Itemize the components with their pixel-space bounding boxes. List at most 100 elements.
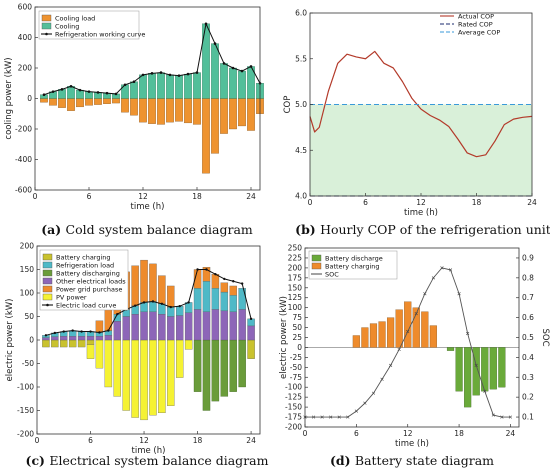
bar-battery-discharge bbox=[489, 347, 497, 390]
y-tick-label: 0 bbox=[29, 336, 34, 345]
point-soc bbox=[371, 391, 376, 395]
point-electric-load-curve bbox=[107, 329, 110, 332]
bar-cooling-load bbox=[49, 98, 57, 106]
bar-other-electrical-loads bbox=[60, 336, 68, 341]
x-tick-label: 6 bbox=[88, 436, 93, 445]
y-tick-label: 4.0 bbox=[295, 192, 307, 201]
bar-cooling bbox=[238, 70, 246, 99]
legend-swatch bbox=[42, 269, 53, 277]
caption-letter: (c) bbox=[26, 453, 50, 468]
y-tick-label: -150 bbox=[285, 403, 302, 412]
y-tick-label: 225 bbox=[288, 253, 303, 262]
bar-cooling-load bbox=[40, 98, 48, 103]
point-refrigeration-curve bbox=[177, 74, 181, 77]
bar-cooling-load bbox=[193, 98, 201, 125]
y-tick-label: -400 bbox=[15, 155, 32, 164]
y-tick-label: 0 bbox=[297, 343, 302, 352]
x-tick-label: 6 bbox=[87, 192, 92, 201]
bar-cooling-load bbox=[166, 98, 174, 123]
legend-label: Cooling load bbox=[55, 15, 95, 23]
bar-cooling bbox=[139, 74, 147, 99]
x-tick-label: 12 bbox=[139, 436, 149, 445]
y-tick-label: 250 bbox=[288, 244, 303, 253]
bar-pv-power bbox=[140, 339, 148, 421]
x-tick-label: 24 bbox=[246, 436, 256, 445]
point-refrigeration-curve bbox=[159, 71, 163, 74]
point-soc bbox=[440, 266, 444, 270]
x-tick-label: 24 bbox=[527, 198, 537, 207]
point-electric-load-curve bbox=[187, 301, 190, 304]
caption-text: Electrical system balance diagram bbox=[49, 453, 268, 468]
bar-other-electrical-loads bbox=[193, 309, 202, 341]
shaded-band bbox=[310, 104, 532, 196]
bar-cooling bbox=[67, 86, 75, 99]
bar-other-electrical-loads bbox=[167, 316, 175, 341]
y-tick-label: 5.5 bbox=[295, 54, 307, 63]
x-tick-label: 6 bbox=[363, 198, 368, 207]
x-tick-label: 18 bbox=[472, 198, 482, 207]
y-tick-label: -600 bbox=[15, 186, 32, 195]
point-soc bbox=[483, 389, 487, 393]
bar-other-electrical-loads bbox=[149, 311, 157, 341]
point-refrigeration-curve bbox=[231, 66, 235, 70]
y2-tick-label: 0.3 bbox=[522, 373, 534, 382]
bar-cooling-load bbox=[94, 98, 102, 105]
bar-cooling-load bbox=[112, 98, 120, 104]
point-soc bbox=[337, 415, 341, 419]
point-electric-load-curve bbox=[53, 331, 57, 335]
bar-power-grid-purchase bbox=[131, 265, 139, 306]
bar-battery-charging bbox=[404, 301, 412, 348]
x-tick-label: 12 bbox=[403, 429, 413, 438]
point-soc bbox=[448, 268, 453, 272]
bar-power-grid-purchase bbox=[220, 282, 229, 293]
bar-battery-charging bbox=[395, 309, 403, 348]
bar-power-grid-purchase bbox=[104, 306, 113, 331]
y-tick-label: 25 bbox=[292, 333, 302, 342]
legend-box bbox=[39, 249, 129, 311]
bar-cooling bbox=[229, 67, 237, 99]
point-refrigeration-curve bbox=[186, 72, 190, 76]
point-soc bbox=[380, 377, 384, 381]
bar-cooling-load bbox=[247, 98, 255, 131]
legend-label: Battery charging bbox=[325, 263, 380, 271]
point-refrigeration-curve bbox=[213, 42, 217, 45]
point-refrigeration-curve bbox=[114, 92, 118, 96]
legend-label: Refrigeration working curve bbox=[55, 31, 145, 39]
bar-other-electrical-loads bbox=[140, 311, 148, 341]
bar-pv-power bbox=[184, 339, 193, 350]
point-electric-load-curve bbox=[89, 330, 92, 333]
bar-battery-discharging bbox=[229, 339, 237, 392]
y-tick-label: -200 bbox=[15, 125, 32, 134]
point-electric-load-curve bbox=[205, 268, 208, 271]
y-tick-label: 6.0 bbox=[295, 9, 307, 18]
series-actual-cop bbox=[309, 50, 533, 158]
bar-cooling bbox=[148, 73, 156, 99]
bar-battery-charging bbox=[77, 339, 86, 348]
point-refrigeration-curve bbox=[69, 85, 73, 88]
point-refrigeration-curve bbox=[78, 88, 82, 92]
bar-battery-charging bbox=[412, 307, 420, 348]
bar-battery-charging bbox=[51, 339, 59, 348]
bar-power-grid-purchase bbox=[202, 266, 211, 282]
bar-cooling-load bbox=[184, 98, 192, 124]
y-tick-label: 125 bbox=[288, 293, 303, 302]
point-soc bbox=[388, 363, 393, 367]
point-soc bbox=[363, 401, 367, 405]
bar-other-electrical-loads bbox=[104, 335, 113, 341]
x-tick-label: 0 bbox=[308, 198, 313, 207]
y-axis-label: electric power (kW) bbox=[279, 296, 289, 379]
bar-other-electrical-loads bbox=[176, 315, 184, 341]
point-electric-load-curve bbox=[232, 280, 235, 283]
point-electric-load-curve bbox=[240, 282, 244, 285]
bar-cooling-load bbox=[202, 98, 210, 174]
bar-other-electrical-loads bbox=[211, 309, 220, 341]
point-soc bbox=[346, 415, 350, 419]
y2-tick-label: 0.1 bbox=[522, 413, 534, 422]
bar-cooling-load bbox=[229, 98, 237, 130]
bar-refrigeration-load bbox=[149, 301, 157, 312]
x-tick-label: 0 bbox=[33, 192, 38, 201]
bar-battery-charging bbox=[247, 339, 255, 359]
panel-battery-state: 0 6 12 18 24-200-175-150-125-100-75-50-25025… bbox=[279, 244, 550, 469]
bar-battery-charging bbox=[86, 339, 95, 345]
